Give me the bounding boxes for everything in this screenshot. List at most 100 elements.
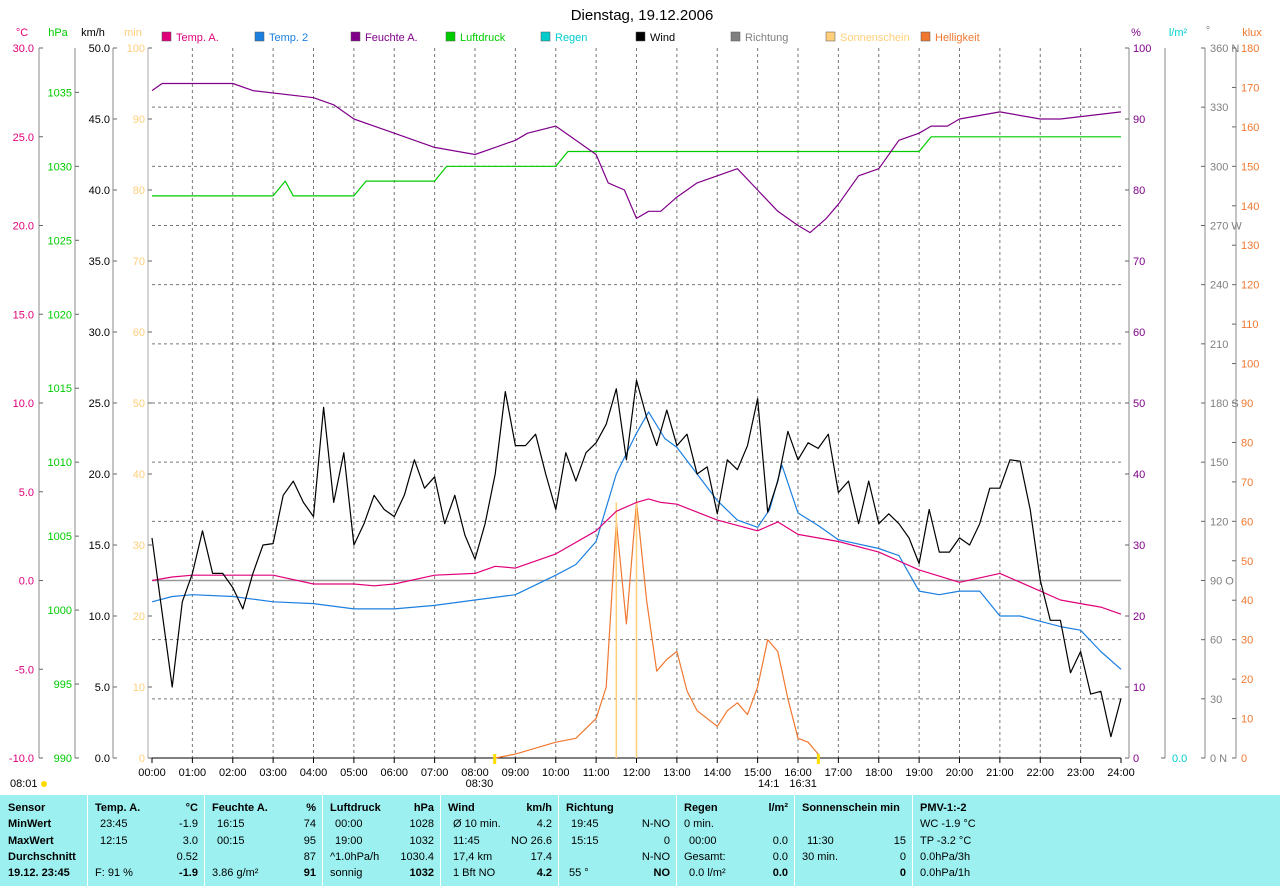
sunshine-max-value: 15 xyxy=(893,835,906,847)
direction-r2-value: 0 xyxy=(663,835,670,847)
axis-tick-label-temp: 30.0 xyxy=(13,43,34,55)
axis-tick-label-sun: 90 xyxy=(133,114,145,126)
rain-max-time: 00:00 xyxy=(689,835,717,847)
rain-unit: l/m² xyxy=(768,802,788,814)
axis-tick-label-sun: 30 xyxy=(133,540,145,552)
wind-max-time: 11:45 xyxy=(453,835,480,847)
axis-tick-label-brightness: 60 xyxy=(1241,516,1253,528)
x-tick-label: 03:00 xyxy=(259,767,287,779)
pressure-avg: 1030.4 xyxy=(400,851,434,863)
rain-duration: 0 min. xyxy=(684,818,714,830)
pressure-footer-value: 1032 xyxy=(409,867,434,879)
rain-header: Regen xyxy=(684,802,718,814)
direction-r1-time: 19:45 xyxy=(571,818,599,830)
x-tick-label: 17:00 xyxy=(825,767,853,779)
x-tick-label: 14:00 xyxy=(703,767,731,779)
summary-pressure-column: Luftdruck hPa 00:00 1028 19:00 1032 ^1.0… xyxy=(323,795,441,886)
direction-header: Richtung xyxy=(566,802,614,814)
legend-label: Helligkeit xyxy=(935,32,980,44)
sunrise-label: 08:30 xyxy=(466,778,494,790)
x-tick-label: 00:00 xyxy=(138,767,166,779)
axis-tick-label-pressure: 1030 xyxy=(48,161,72,173)
x-tick-label: 24:00 xyxy=(1107,767,1135,779)
axis-tick-label-brightness: 100 xyxy=(1241,359,1259,371)
summary-temp-column: Temp. A. °C 23:45 -1.9 12:15 3.0 0.52 F:… xyxy=(88,795,205,886)
summary-direction-column: Richtung 19:45 N-NO 15:15 0 N-NO 55 ° NO xyxy=(559,795,677,886)
axes: 30.0 25.0 20.0 15.0 10.0 5.0 0.0 -5.0 -10.0 1035 1… xyxy=(9,43,1259,779)
sunshine-footer-value: 0 xyxy=(899,867,906,879)
axis-tick-label-direction: 180 S xyxy=(1210,398,1239,410)
axis-tick-label-sun: 10 xyxy=(133,682,145,694)
wind-avg-label: Ø 10 min. xyxy=(453,818,501,830)
axis-tick-label-brightness: 140 xyxy=(1241,201,1259,213)
legend-label: Wind xyxy=(650,32,675,44)
humidity-footer-label: 3.86 g/m² xyxy=(212,867,259,879)
axis-tick-label-pressure: 990 xyxy=(54,753,72,765)
axis-tick-label-humidity: 50 xyxy=(1133,398,1145,410)
temp-min: -1.9 xyxy=(179,818,198,830)
axis-tick-label-brightness: 130 xyxy=(1241,240,1259,252)
pmv-header: PMV-1:-2 xyxy=(920,802,967,814)
axis-tick-label-temp: 10.0 xyxy=(13,398,34,410)
pressure-max-time: 19:00 xyxy=(335,835,363,847)
axis-tick-label-pressure: 995 xyxy=(54,679,72,691)
summary-pmv-column: PMV-1:-2 WC -1.9 °C TP -3.2 °C 0.0hPa/3h… xyxy=(913,795,1280,886)
wind-max-value: NO 26.6 xyxy=(511,835,552,847)
axis-tick-label-brightness: 160 xyxy=(1241,122,1259,134)
axis-tick-label-direction: 120 xyxy=(1210,516,1228,528)
temp-min-time: 23:45 xyxy=(100,818,128,830)
sunshine-header: Sonnenschein min xyxy=(802,802,900,814)
x-tick-label: 02:00 xyxy=(219,767,247,779)
chart-title: Dienstag, 19.12.2006 xyxy=(571,7,714,24)
legend-swatch xyxy=(920,31,931,42)
axis-unit-labels: °C hPa km/h min% l/m² ° klux xyxy=(16,25,1262,39)
axis-tick-label-sun: 80 xyxy=(133,185,145,197)
sensor-header: Sensor xyxy=(8,802,46,814)
pressure-min-time: 00:00 xyxy=(335,818,363,830)
legend-swatch xyxy=(161,31,172,42)
axis-tick-label-humidity: 0 xyxy=(1133,753,1139,765)
axis-tick-label-sun: 100 xyxy=(127,43,145,55)
humidity-header: Feuchte A. xyxy=(212,802,268,814)
humidity-avg: 87 xyxy=(303,851,316,863)
axis-tick-label-brightness: 150 xyxy=(1241,161,1259,173)
humidity-unit: % xyxy=(306,802,316,814)
summary-table: Sensor MinWert MaxWert Durchschnitt 19.1… xyxy=(0,795,1280,886)
axis-tick-label-sun: 0 xyxy=(139,753,145,765)
rain-footer-label: 0.0 l/m² xyxy=(689,867,726,879)
x-tick-label: 04:00 xyxy=(300,767,328,779)
pmv-windchill: WC -1.9 °C xyxy=(920,818,976,830)
legend-label: Sonnenschein xyxy=(840,32,910,44)
legend-label: Regen xyxy=(555,32,587,44)
axis-tick-label-brightness: 170 xyxy=(1241,82,1259,94)
pressure-trend: ^1.0hPa/h xyxy=(330,851,380,863)
series-group xyxy=(151,82,1122,759)
humidity-max: 95 xyxy=(303,835,316,847)
sensor-row-max: MaxWert xyxy=(8,835,54,847)
pressure-max: 1032 xyxy=(409,835,434,847)
axis-tick-label-wind: 10.0 xyxy=(89,611,110,623)
x-tick-label: 11:00 xyxy=(583,767,610,779)
rain-footer-value: 0.0 xyxy=(772,867,788,879)
series-line-wind xyxy=(151,379,1122,738)
axis-tick-label-rain: 0.0 xyxy=(1172,753,1187,765)
legend-swatch xyxy=(540,31,551,42)
axis-tick-label-direction: 300 xyxy=(1210,161,1228,173)
axis-tick-label-sun: 20 xyxy=(133,611,145,623)
x-tick-label: 01:00 xyxy=(179,767,207,779)
axis-tick-label-brightness: 30 xyxy=(1241,635,1253,647)
x-tick-label: 22:00 xyxy=(1026,767,1054,779)
pmv-trend-3h: 0.0hPa/3h xyxy=(920,851,971,863)
axis-tick-label-direction: 330 xyxy=(1210,102,1228,114)
axis-tick-label-humidity: 40 xyxy=(1133,469,1145,481)
axis-tick-label-pressure: 1035 xyxy=(48,87,72,99)
x-tick-label: 12:00 xyxy=(623,767,651,779)
sunshine-max-time: 11:30 xyxy=(807,835,834,847)
axis-unit-wind: km/h xyxy=(81,27,105,39)
axis-tick-label-sun: 70 xyxy=(133,256,145,268)
pmv-dewpoint: TP -3.2 °C xyxy=(920,835,972,847)
wind-header: Wind xyxy=(448,802,475,814)
wind-footer-label: 1 Bft NO xyxy=(453,867,496,879)
x-tick-label: 16:00 xyxy=(784,767,812,779)
axis-tick-label-direction: 210 xyxy=(1210,339,1228,351)
